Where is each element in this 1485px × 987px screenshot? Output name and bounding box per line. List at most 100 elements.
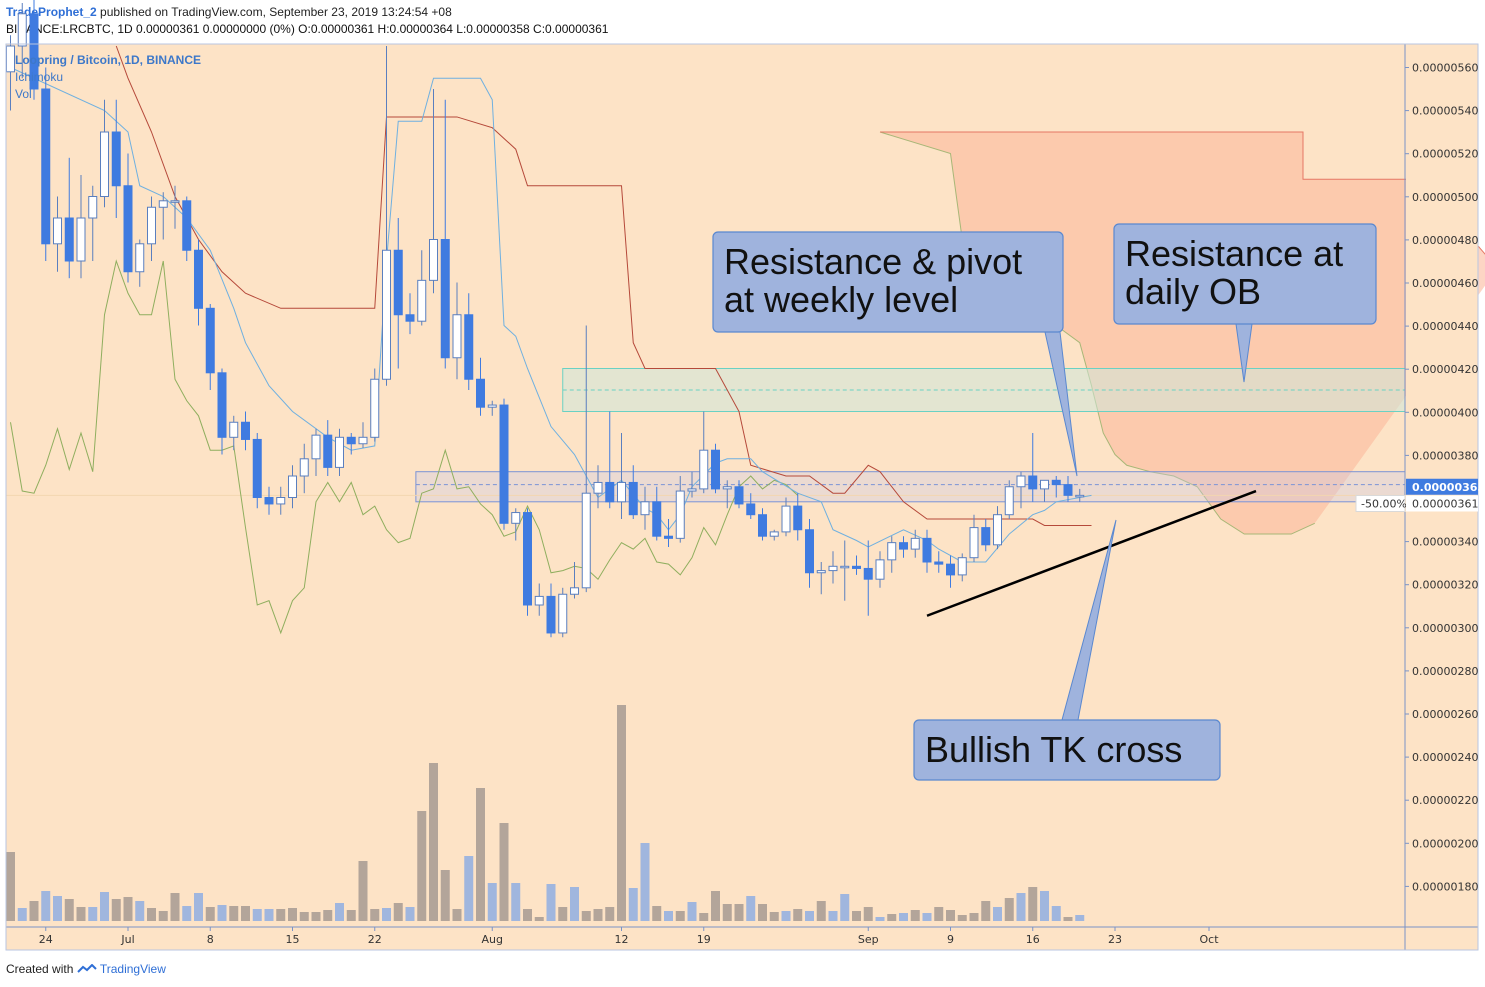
- chart-legend: Loopring / Bitcoin, 1D, BINANCE Ichimoku…: [15, 53, 201, 101]
- volume-bar: [182, 906, 192, 921]
- candle-body: [382, 249, 391, 380]
- candle-body: [699, 449, 709, 490]
- volume-bar: [241, 906, 250, 921]
- volume-bar: [946, 910, 955, 921]
- x-tick-label: 22: [368, 933, 382, 946]
- last-price-label: 0.00000365: [1412, 481, 1485, 494]
- x-tick-label: Oct: [1199, 933, 1219, 946]
- volume-bar: [769, 912, 779, 921]
- candle-body: [969, 527, 979, 559]
- volume-bar: [323, 910, 333, 921]
- volume-bar: [640, 843, 650, 921]
- candle-body: [863, 567, 873, 580]
- legend-ichimoku[interactable]: Ichimoku: [15, 70, 63, 84]
- candle-body: [558, 593, 568, 634]
- senkou-span-b: [880, 131, 1485, 255]
- volume-bar: [910, 910, 920, 921]
- volume-bar: [863, 907, 873, 921]
- candle-body: [370, 378, 380, 438]
- candle-body: [593, 481, 603, 494]
- callout-weekly-pivot-box: [712, 231, 1064, 333]
- volume-bar: [382, 908, 391, 921]
- volume-bar: [276, 909, 286, 921]
- x-tick-label: 12: [615, 933, 629, 946]
- x-tick-label: 16: [1026, 933, 1040, 946]
- publish-info: published on TradingView.com, September …: [100, 5, 452, 19]
- y-tick-label: 0.00000180: [1412, 880, 1478, 893]
- candle-body: [170, 200, 180, 203]
- candle-body: [675, 490, 685, 539]
- volume-bar: [734, 904, 744, 921]
- y-tick-label: 0.00000240: [1412, 751, 1478, 764]
- weekly-zone: [415, 471, 1406, 503]
- created-with: Created with: [6, 962, 74, 976]
- callout-tk-cross[interactable]: Bullish TK cross: [913, 519, 1221, 781]
- tradingview-logo-icon: [77, 963, 97, 973]
- volume-bar: [393, 903, 403, 921]
- candle-body: [581, 492, 591, 589]
- y-tick-label: 0.00000480: [1412, 234, 1478, 247]
- volume-bar: [194, 893, 203, 921]
- x-tick-label: Jul: [120, 933, 134, 946]
- candle-body: [417, 279, 427, 322]
- volume-bar: [969, 913, 979, 921]
- candle-body: [534, 595, 544, 606]
- volume-bar: [88, 907, 98, 921]
- y-tick-label: 0.00000460: [1412, 277, 1478, 290]
- candle-body: [252, 438, 262, 499]
- volume-bar: [346, 910, 356, 921]
- candle-body: [852, 565, 861, 569]
- volume-bar: [699, 913, 709, 921]
- candle-body: [17, 13, 27, 47]
- y-tick-label: 0.00000540: [1412, 105, 1478, 118]
- volume-bar: [1075, 915, 1085, 921]
- volume-bar: [628, 888, 638, 921]
- candles: [6, 0, 1085, 638]
- volume-bar: [135, 901, 145, 921]
- volume-bar: [417, 811, 427, 921]
- volume-bar: [464, 856, 474, 921]
- volume-bar: [711, 891, 720, 921]
- candle-body: [299, 458, 309, 477]
- candle-body: [147, 206, 156, 245]
- callout-daily-ob-text: Resistance at: [1125, 233, 1343, 274]
- volume-bar: [887, 914, 897, 921]
- x-tick-label: Sep: [858, 933, 879, 946]
- candle-body: [311, 434, 321, 460]
- candle-body: [358, 436, 368, 445]
- legend-vol[interactable]: Vol: [15, 87, 32, 101]
- candle-body: [487, 404, 497, 408]
- candle-body: [429, 239, 438, 281]
- volume-bar: [981, 901, 991, 921]
- volume-bar: [617, 705, 626, 921]
- tradingview-brand[interactable]: TradingView: [99, 962, 166, 976]
- candle-body: [946, 563, 955, 576]
- candle-body: [88, 196, 98, 219]
- volume-bar: [358, 861, 368, 921]
- candle-body: [628, 481, 638, 516]
- volume-bar: [252, 909, 262, 921]
- volume-bar: [899, 913, 908, 921]
- volume-bar: [499, 823, 509, 921]
- volume-bar: [111, 899, 121, 921]
- candle-body: [64, 217, 74, 262]
- volume-bar: [581, 911, 591, 921]
- author-name[interactable]: TradeProphet_2: [6, 5, 97, 19]
- trendline[interactable]: [926, 489, 1257, 617]
- x-tick-label: 9: [947, 933, 954, 946]
- legend-title[interactable]: Loopring / Bitcoin, 1D, BINANCE: [15, 53, 201, 67]
- candle-body: [476, 378, 485, 408]
- x-tick-label: 15: [286, 933, 300, 946]
- axes: 0.00000560 0.00000540 0.00000520 0.00000500…: [5, 43, 1485, 951]
- volume-bar: [100, 892, 109, 921]
- volume-bar: [1063, 917, 1073, 921]
- volume-bar: [957, 915, 967, 921]
- volume-bar: [299, 912, 309, 921]
- fib-price-badge: [1406, 495, 1478, 512]
- volume-bar: [64, 899, 74, 921]
- callout-weekly-pivot-text: Resistance & pivot: [724, 241, 1022, 282]
